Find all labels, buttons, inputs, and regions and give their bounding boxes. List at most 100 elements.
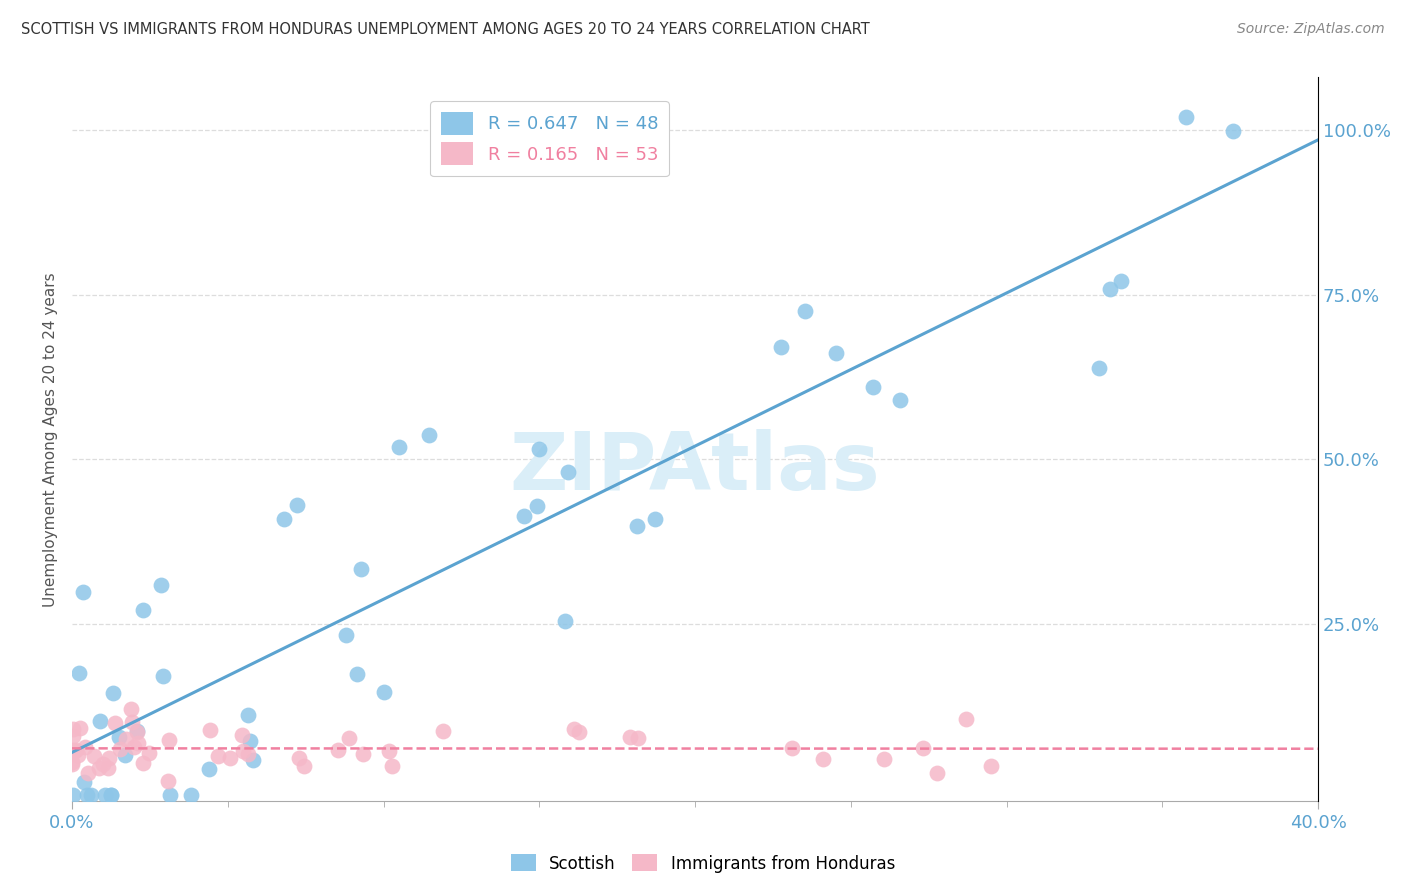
Point xyxy=(131,603,153,617)
Point xyxy=(825,346,848,360)
Point xyxy=(873,752,896,766)
Point xyxy=(122,740,145,755)
Point xyxy=(627,731,650,745)
Point xyxy=(91,757,114,772)
Point xyxy=(889,392,911,407)
Point xyxy=(62,730,84,744)
Point xyxy=(159,788,181,802)
Point xyxy=(152,668,174,682)
Point xyxy=(200,723,222,737)
Point xyxy=(157,773,180,788)
Point xyxy=(335,628,357,642)
Point xyxy=(273,512,295,526)
Point xyxy=(60,755,83,769)
Point xyxy=(242,753,264,767)
Point xyxy=(239,734,262,748)
Point xyxy=(115,732,138,747)
Point xyxy=(346,667,368,681)
Point xyxy=(980,759,1002,773)
Point xyxy=(63,744,86,758)
Point xyxy=(811,751,834,765)
Point xyxy=(1222,124,1244,138)
Point xyxy=(554,614,576,628)
Point xyxy=(219,750,242,764)
Point xyxy=(770,340,793,354)
Point xyxy=(198,762,221,776)
Point xyxy=(862,380,884,394)
Point xyxy=(432,723,454,738)
Point xyxy=(94,788,117,802)
Point xyxy=(207,749,229,764)
Point xyxy=(149,578,172,592)
Point xyxy=(69,721,91,735)
Point xyxy=(66,747,89,762)
Point xyxy=(231,728,253,742)
Text: ZIPAtlas: ZIPAtlas xyxy=(510,429,880,508)
Point xyxy=(232,743,254,757)
Point xyxy=(418,427,440,442)
Point xyxy=(108,742,131,756)
Point xyxy=(62,722,84,736)
Point xyxy=(285,498,308,512)
Point xyxy=(373,685,395,699)
Point xyxy=(794,304,817,318)
Point xyxy=(121,715,143,730)
Point xyxy=(644,512,666,526)
Point xyxy=(138,746,160,760)
Point xyxy=(108,730,131,744)
Point xyxy=(60,757,83,772)
Point xyxy=(100,788,122,802)
Point xyxy=(513,509,536,524)
Point xyxy=(292,759,315,773)
Point xyxy=(80,788,103,802)
Point xyxy=(120,701,142,715)
Point xyxy=(72,584,94,599)
Text: Source: ZipAtlas.com: Source: ZipAtlas.com xyxy=(1237,22,1385,37)
Point xyxy=(104,716,127,731)
Point xyxy=(288,750,311,764)
Point xyxy=(388,440,411,454)
Point xyxy=(955,712,977,726)
Point xyxy=(1088,361,1111,376)
Point xyxy=(912,740,935,755)
Point xyxy=(67,665,90,680)
Point xyxy=(352,747,374,761)
Point xyxy=(98,751,121,765)
Point xyxy=(83,749,105,764)
Point xyxy=(76,788,98,802)
Point xyxy=(73,775,96,789)
Point xyxy=(127,724,149,739)
Point xyxy=(101,686,124,700)
Point xyxy=(337,731,360,745)
Point xyxy=(326,742,349,756)
Point xyxy=(236,747,259,762)
Point xyxy=(100,788,122,802)
Point xyxy=(62,788,84,802)
Point xyxy=(381,759,404,773)
Point xyxy=(127,736,149,750)
Legend: Scottish, Immigrants from Honduras: Scottish, Immigrants from Honduras xyxy=(505,847,901,880)
Point xyxy=(62,743,84,757)
Point xyxy=(132,756,155,771)
Point xyxy=(1098,282,1121,296)
Point xyxy=(1109,274,1132,288)
Point xyxy=(925,766,948,780)
Point xyxy=(780,741,803,756)
Point xyxy=(236,708,259,723)
Point xyxy=(619,730,641,744)
Point xyxy=(87,761,110,775)
Point xyxy=(96,761,118,775)
Legend: R = 0.647   N = 48, R = 0.165   N = 53: R = 0.647 N = 48, R = 0.165 N = 53 xyxy=(430,101,669,177)
Point xyxy=(157,733,180,747)
Point xyxy=(73,739,96,754)
Point xyxy=(350,562,373,576)
Point xyxy=(378,744,401,758)
Point xyxy=(626,518,648,533)
Y-axis label: Unemployment Among Ages 20 to 24 years: Unemployment Among Ages 20 to 24 years xyxy=(44,272,58,607)
Point xyxy=(89,714,111,729)
Text: SCOTTISH VS IMMIGRANTS FROM HONDURAS UNEMPLOYMENT AMONG AGES 20 TO 24 YEARS CORR: SCOTTISH VS IMMIGRANTS FROM HONDURAS UNE… xyxy=(21,22,870,37)
Point xyxy=(127,724,149,739)
Point xyxy=(557,465,579,479)
Point xyxy=(65,743,87,757)
Point xyxy=(1174,110,1197,124)
